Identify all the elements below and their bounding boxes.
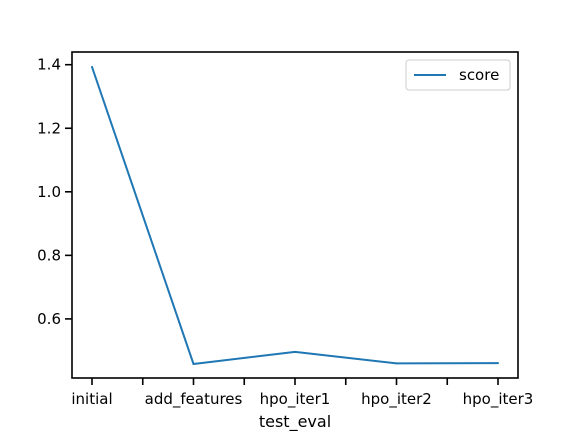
legend-label-score: score	[459, 66, 499, 84]
data-point	[497, 362, 499, 365]
x-tick-label: add_features	[145, 390, 243, 409]
data-point	[91, 65, 93, 68]
legend-box	[405, 59, 511, 91]
y-tick-label: 1.4	[37, 56, 61, 74]
legend: score	[405, 59, 511, 91]
data-point	[294, 350, 296, 353]
x-tick-label: hpo_iter3	[463, 390, 534, 409]
x-axis-label: test_eval	[259, 412, 331, 432]
y-tick-label: 1.2	[37, 119, 61, 137]
y-tick-label: 0.8	[37, 246, 61, 264]
series-layer	[91, 65, 499, 366]
y-tick-label: 0.6	[37, 310, 61, 328]
plot-area	[72, 52, 518, 378]
x-minor-ticks	[141, 378, 449, 385]
x-axis-ticks: initial add_features hpo_iter1 hpo_iter2 hpo…	[71, 378, 533, 409]
x-tick-label: hpo_iter1	[260, 390, 331, 409]
plot-frame	[71, 51, 519, 379]
x-tick-label: initial	[71, 390, 112, 408]
x-tick-label: hpo_iter2	[361, 390, 432, 409]
data-point	[395, 362, 398, 365]
y-axis-ticks: 0.6 0.8 1.0 1.2 1.4	[37, 56, 72, 328]
data-point	[192, 363, 195, 366]
y-tick-label: 1.0	[37, 183, 61, 201]
